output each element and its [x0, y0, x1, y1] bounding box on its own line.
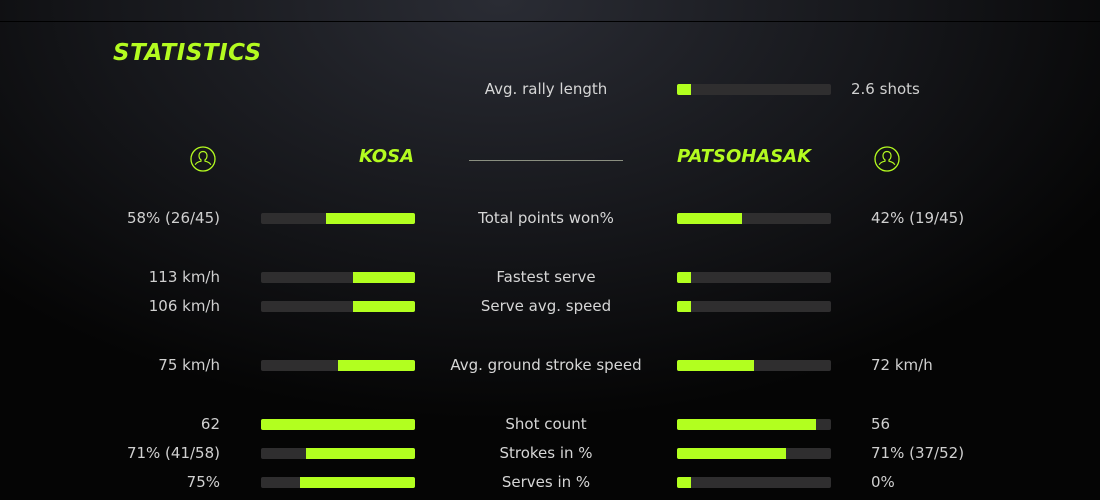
right-bar-fill [677, 477, 691, 488]
right-bar-fill [677, 213, 742, 224]
stat-label: Total points won% [478, 209, 614, 227]
right-bar [677, 360, 831, 371]
left-value: 75% [186, 473, 220, 491]
left-bar [261, 272, 415, 283]
right-bar-fill [677, 448, 787, 459]
left-value: 71% (41/58) [126, 444, 220, 462]
left-value: 62 [200, 415, 220, 433]
stat-label: Serves in % [501, 473, 591, 491]
stat-label: Avg. ground stroke speed [450, 356, 642, 374]
right-value: 0% [871, 473, 895, 491]
stat-row: 62 Shot count 56 [0, 414, 1100, 434]
right-bar [677, 477, 831, 488]
right-bar-fill [677, 419, 816, 430]
right-bar-fill [677, 360, 754, 371]
right-bar [677, 448, 831, 459]
stat-row: 75% Serves in % 0% [0, 472, 1100, 492]
left-value: 113 km/h [148, 268, 220, 286]
left-bar [261, 419, 415, 430]
player-right-name: PATSOHASAK [677, 146, 812, 167]
rally-value: 2.6 shots [851, 80, 920, 98]
stat-label: Fastest serve [496, 268, 596, 286]
left-bar-fill [261, 419, 415, 430]
right-value: 71% (37/52) [871, 444, 965, 462]
left-bar-fill [353, 301, 415, 312]
right-bar [677, 272, 831, 283]
section-title: STATISTICS [113, 40, 262, 66]
right-value: 42% (19/45) [871, 209, 965, 227]
left-bar [261, 477, 415, 488]
stat-label: Shot count [505, 415, 587, 433]
header-divider [469, 160, 623, 161]
right-value: 72 km/h [871, 356, 933, 374]
right-bar-fill [677, 301, 691, 312]
right-value: 56 [871, 415, 891, 433]
stat-label: Serve avg. speed [480, 297, 612, 315]
right-bar [677, 301, 831, 312]
rally-bar-fill [677, 84, 691, 95]
stat-row: 75 km/h Avg. ground stroke speed 72 km/h [0, 355, 1100, 375]
stat-label: Strokes in % [499, 444, 593, 462]
left-bar-fill [305, 448, 415, 459]
right-bar-fill [677, 272, 691, 283]
left-bar-fill [299, 477, 415, 488]
left-value: 58% (26/45) [126, 209, 220, 227]
left-bar-fill [353, 272, 415, 283]
right-bar [677, 213, 831, 224]
left-bar [261, 301, 415, 312]
left-bar [261, 213, 415, 224]
right-bar [677, 419, 831, 430]
rally-label: Avg. rally length [484, 80, 608, 98]
left-value: 106 km/h [148, 297, 220, 315]
top-divider [0, 21, 1100, 22]
stat-row: 58% (26/45) Total points won% 42% (19/45) [0, 208, 1100, 228]
left-bar-fill [325, 213, 415, 224]
stat-row: 71% (41/58) Strokes in % 71% (37/52) [0, 443, 1100, 463]
rally-bar [677, 84, 831, 95]
left-bar-fill [338, 360, 415, 371]
player-left-name: KOSA [359, 146, 414, 167]
user-circle-icon [874, 146, 900, 172]
user-circle-icon [190, 146, 216, 172]
left-value: 75 km/h [158, 356, 220, 374]
left-bar [261, 360, 415, 371]
rally-row: Avg. rally length 2.6 shots [0, 79, 1100, 99]
left-bar [261, 448, 415, 459]
stat-row: 113 km/h Fastest serve [0, 267, 1100, 287]
stat-row: 106 km/h Serve avg. speed [0, 296, 1100, 316]
